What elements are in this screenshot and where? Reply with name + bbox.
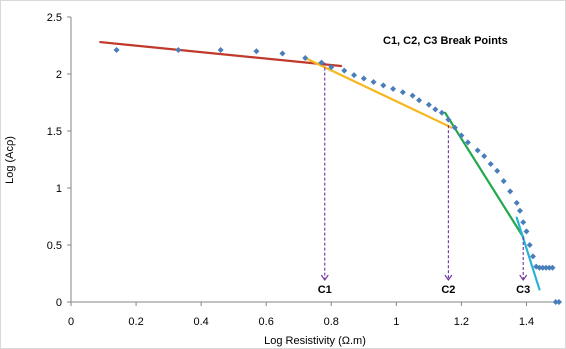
data-point [438, 109, 445, 116]
y-tick-label: 2.5 [47, 12, 62, 24]
x-tick-label: 1 [393, 316, 399, 328]
data-point [539, 264, 546, 271]
data-point [536, 264, 543, 271]
data-point [556, 299, 562, 305]
y-tick-label: 2 [56, 69, 62, 81]
data-point [360, 75, 367, 82]
break-point-arrowhead [320, 274, 329, 281]
data-point [520, 219, 527, 226]
data-point [494, 167, 501, 174]
y-tick-label: 1.5 [47, 126, 62, 138]
data-point [458, 132, 465, 139]
data-point [217, 47, 224, 54]
data-point [409, 92, 416, 99]
x-tick-label: 0.4 [193, 316, 208, 328]
data-point [253, 48, 260, 55]
data-point [526, 242, 533, 248]
fit-line [444, 111, 525, 239]
break-point-arrowhead [444, 274, 453, 281]
data-point [516, 207, 523, 214]
data-point [113, 47, 120, 54]
data-points [113, 47, 562, 305]
x-tick-label: 0 [68, 316, 74, 328]
data-point [328, 64, 335, 71]
data-point [474, 147, 481, 154]
x-tick-label: 0.6 [259, 316, 274, 328]
data-point [318, 59, 325, 66]
fit-line [99, 40, 343, 68]
y-axis-title: Log (Acρ) [4, 136, 16, 184]
y-tick-label: 0.5 [47, 240, 62, 252]
data-point [523, 228, 530, 235]
data-point [500, 178, 507, 185]
chart-annotation: C1, C2, C3 Break Points [383, 35, 508, 47]
data-point [464, 139, 471, 146]
data-point [481, 153, 488, 160]
x-tick-label: 0.8 [324, 316, 339, 328]
y-tick-label: 0 [56, 297, 62, 309]
x-tick-label: 1.4 [519, 316, 534, 328]
data-point [390, 85, 397, 92]
x-axis-title: Log Resistivity (Ω.m) [264, 335, 366, 347]
data-point [546, 264, 553, 271]
data-point [542, 264, 549, 271]
data-point [507, 188, 514, 195]
x-axis-ticks: 0 0.2 0.4 0.6 0.8 1 1.2 1.4 [68, 302, 534, 328]
y-axis-ticks: 0 0.5 1 1.5 2 2.5 [47, 12, 71, 309]
break-point-label: C3 [516, 284, 530, 296]
data-point [351, 72, 358, 79]
data-point [549, 264, 556, 271]
data-point [513, 199, 520, 206]
data-point [552, 299, 559, 305]
data-point [432, 106, 439, 113]
break-point-label: C2 [441, 284, 455, 296]
data-point [445, 116, 452, 123]
data-point [175, 47, 182, 54]
data-point [451, 124, 458, 131]
break-point-markers: C1 C2 C3 [318, 62, 530, 296]
x-tick-label: 1.2 [454, 316, 469, 328]
axes: 0 0.5 1 1.5 2 2.5 0 0.2 0.4 0.6 0.8 1 1.2 1.4 [47, 12, 559, 328]
data-point [279, 50, 286, 57]
data-point [302, 55, 309, 62]
y-tick-label: 1 [56, 183, 62, 195]
data-point [425, 101, 432, 108]
x-tick-label: 0.2 [128, 316, 143, 328]
data-point [341, 67, 348, 74]
data-point [487, 161, 494, 168]
data-point [380, 82, 387, 89]
fit-lines [99, 40, 541, 291]
data-point [370, 78, 377, 85]
data-point [399, 89, 406, 96]
break-point-label: C1 [318, 284, 332, 296]
break-point-arrowhead [519, 274, 528, 281]
data-point [529, 253, 536, 260]
fit-line [515, 216, 541, 291]
fit-line [304, 56, 453, 129]
data-point [416, 97, 423, 104]
